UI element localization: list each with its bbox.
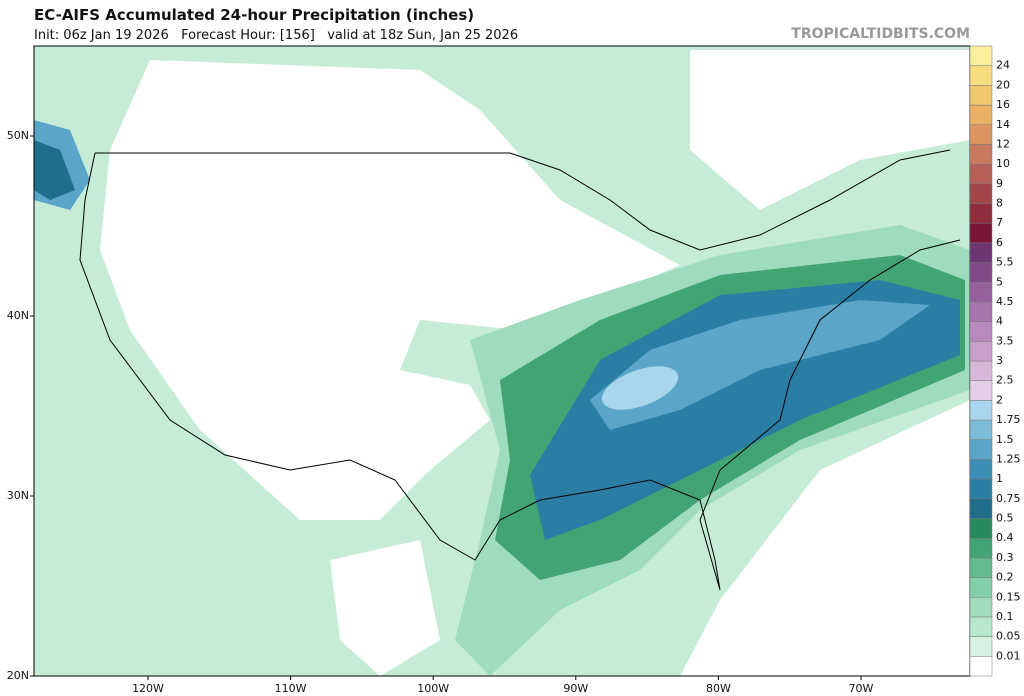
colorbar-swatch — [969, 360, 993, 381]
lon-label: 110W — [275, 682, 307, 695]
colorbar-swatch — [969, 656, 993, 677]
colorbar-label: 1.5 — [996, 433, 1014, 446]
colorbar-label: 9 — [996, 177, 1003, 190]
colorbar-label: 0.5 — [996, 512, 1014, 525]
colorbar-label: 8 — [996, 197, 1003, 210]
colorbar-label: 1.25 — [996, 452, 1021, 465]
colorbar-swatch — [969, 85, 993, 106]
colorbar-swatch — [969, 419, 993, 440]
colorbar-label: 5 — [996, 275, 1003, 288]
lon-label: 80W — [706, 682, 731, 695]
colorbar-label: 3.5 — [996, 334, 1014, 347]
lon-label: 70W — [849, 682, 874, 695]
colorbar-label: 10 — [996, 157, 1010, 170]
colorbar-swatch — [969, 222, 993, 244]
colorbar-label: 12 — [996, 137, 1010, 150]
colorbar-label: 4.5 — [996, 295, 1014, 308]
colorbar-swatch — [969, 321, 993, 342]
colorbar-swatch — [969, 124, 993, 145]
colorbar-swatch — [969, 282, 993, 303]
precip-field — [34, 46, 970, 676]
colorbar-swatch — [969, 183, 993, 204]
colorbar-swatch — [969, 478, 993, 500]
colorbar-label: 0.05 — [996, 630, 1021, 643]
colorbar-swatch — [969, 45, 993, 66]
colorbar-swatch — [969, 459, 993, 480]
colorbar-swatch — [969, 341, 993, 362]
colorbar-label: 1 — [996, 472, 1003, 485]
colorbar-swatch — [969, 242, 993, 263]
colorbar-swatch — [969, 104, 993, 125]
title: EC-AIFS Accumulated 24-hour Precipitatio… — [34, 6, 474, 24]
colorbar-label: 6 — [996, 236, 1003, 249]
colorbar-swatch — [969, 163, 993, 185]
colorbar-swatch — [969, 262, 993, 283]
colorbar-label: 24 — [996, 59, 1010, 72]
lon-label: 90W — [563, 682, 588, 695]
lat-label: 30N — [7, 489, 29, 502]
colorbar-swatch — [969, 597, 993, 618]
colorbar-label: 2 — [996, 393, 1003, 406]
colorbar-label: 7 — [996, 216, 1003, 229]
colorbar-swatch — [969, 557, 993, 578]
colorbar-label: 4 — [996, 315, 1003, 328]
colorbar-swatch — [969, 616, 993, 637]
colorbar-label: 16 — [996, 98, 1010, 111]
colorbar-label: 0.2 — [996, 571, 1014, 584]
colorbar-swatch — [969, 439, 993, 460]
colorbar-swatch — [969, 65, 993, 86]
colorbar-swatch — [969, 380, 993, 401]
lat-label: 20N — [7, 669, 29, 682]
colorbar-label: 0.75 — [996, 492, 1021, 505]
colorbar-label: 0.01 — [996, 649, 1021, 662]
colorbar-label: 5.5 — [996, 256, 1014, 269]
colorbar-swatch — [969, 537, 993, 559]
colorbar-label: 2.5 — [996, 374, 1014, 387]
colorbar-label: 20 — [996, 78, 1010, 91]
colorbar-swatch — [969, 518, 993, 539]
lat-label: 50N — [7, 129, 29, 142]
colorbar-label: 0.3 — [996, 551, 1014, 564]
colorbar-swatch — [969, 636, 993, 657]
colorbar-label: 0.4 — [996, 531, 1014, 544]
lat-label: 40N — [7, 309, 29, 322]
colorbar-label: 1.75 — [996, 413, 1021, 426]
colorbar-swatch — [969, 144, 993, 165]
colorbar-label: 0.1 — [996, 610, 1014, 623]
lon-label: 100W — [417, 682, 449, 695]
colorbar-swatch — [969, 301, 993, 322]
colorbar-label: 3 — [996, 354, 1003, 367]
colorbar-label: 14 — [996, 118, 1010, 131]
lon-label: 120W — [132, 682, 164, 695]
colorbar-label: 0.15 — [996, 590, 1021, 603]
colorbar-swatch — [969, 203, 993, 224]
watermark: TROPICALTIDBITS.COM — [791, 26, 970, 42]
subtitle: Init: 06z Jan 19 2026 Forecast Hour: [15… — [34, 28, 518, 43]
colorbar-swatch — [969, 498, 993, 519]
colorbar-swatch — [969, 577, 993, 598]
colorbar-swatch — [969, 400, 993, 421]
